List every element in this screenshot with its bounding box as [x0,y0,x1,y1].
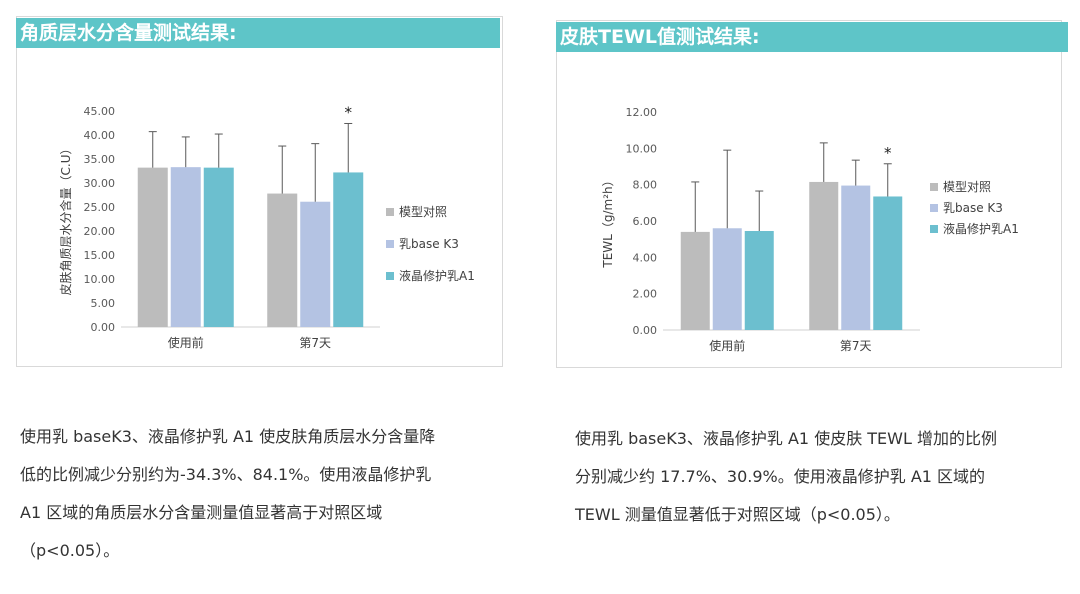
y-tick-label: 25.00 [84,201,116,214]
bar [137,167,168,327]
bar [170,167,201,327]
y-tick-label: 35.00 [84,153,116,166]
right-description-line: 使用乳 baseK3、液晶修护乳 A1 使皮肤 TEWL 增加的比例 [575,429,997,448]
x-tick-label: 第7天 [299,336,331,350]
right-chart-panel [556,20,1062,368]
legend-swatch [386,208,394,216]
legend-label: 模型对照 [399,205,447,219]
bar [203,167,234,327]
x-tick-label: 使用前 [168,335,204,350]
left-description: 使用乳 baseK3、液晶修护乳 A1 使皮肤角质层水分含量降 低的比例减少分别… [20,418,540,570]
y-tick-label: 15.00 [84,249,116,262]
legend-label: 液晶修护乳A1 [399,268,475,283]
right-description: 使用乳 baseK3、液晶修护乳 A1 使皮肤 TEWL 增加的比例 分别减少约… [575,420,1075,534]
right-description-line: 分别减少约 17.7%、30.9%。使用液晶修护乳 A1 区域的 [575,467,986,486]
legend-swatch [386,240,394,248]
y-tick-label: 30.00 [84,177,116,190]
left-description-line: （p<0.05）。 [20,541,120,560]
y-tick-label: 40.00 [84,129,116,142]
left-chart-heading: 角质层水分含量测试结果: [16,18,500,48]
bar [267,193,298,327]
legend-swatch [386,272,394,280]
right-chart-heading: 皮肤TEWL值测试结果: [556,22,1068,52]
y-tick-label: 20.00 [84,225,116,238]
y-tick-label: 5.00 [91,297,116,310]
left-description-line: A1 区域的角质层水分含量测量值显著高于对照区域 [20,503,383,522]
y-tick-label: 0.00 [91,321,116,334]
y-tick-label: 45.00 [84,105,116,118]
significance-marker: * [345,103,353,121]
bar [333,172,364,327]
left-description-line: 使用乳 baseK3、液晶修护乳 A1 使皮肤角质层水分含量降 [20,427,436,446]
bar [300,201,331,327]
legend-label: 乳base K3 [399,237,459,251]
y-axis-label: 皮肤角质层水分含量（C.U） [58,143,73,296]
y-tick-label: 10.00 [84,273,116,286]
left-description-line: 低的比例减少分别约为-34.3%、84.1%。使用液晶修护乳 [20,465,432,484]
right-description-line: TEWL 测量值显著低于对照区域（p<0.05）。 [575,505,900,524]
left-chart-panel [16,16,503,367]
